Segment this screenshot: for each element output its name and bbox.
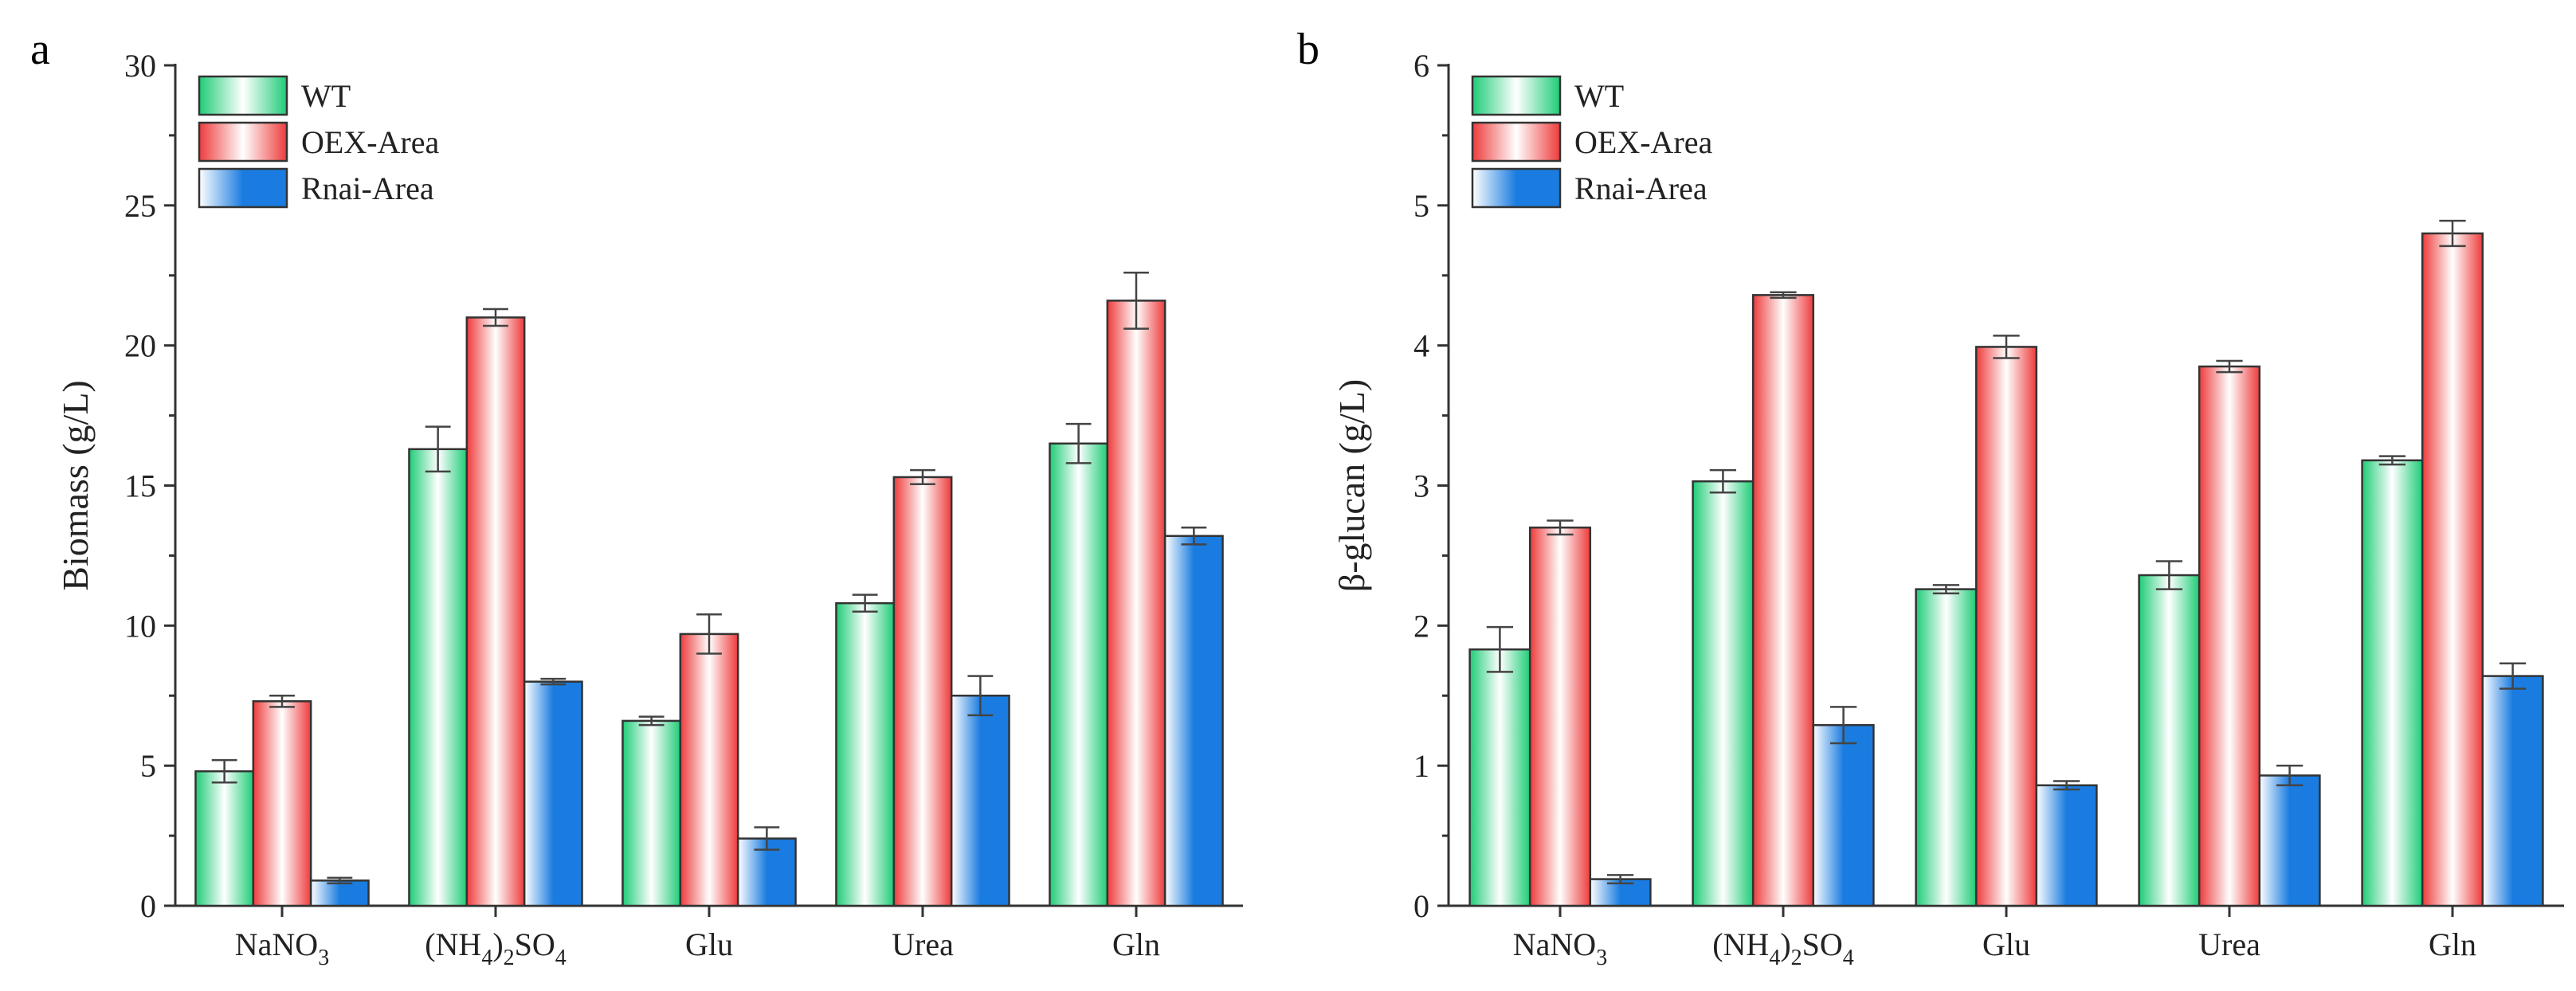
y-tick-label: 30 [124,48,156,84]
bar-wt-nhso [408,448,469,907]
bar-oex-area-glu [1974,346,2038,907]
label-part: Urea [2198,926,2260,962]
bar-wt-urea [2138,574,2201,907]
subscript: 4 [1769,946,1780,970]
legend-label-rnai-area: Rnai-Area [1574,170,1708,206]
y-tick-label: 15 [124,468,156,504]
label-part: Glu [1982,926,2030,962]
label-part: Gln [1112,926,1160,962]
x-tick-label-nano: NaNO3 [1513,926,1607,970]
legend-swatch-oex-area [1471,121,1562,163]
bar-rnai-area-nhso [1812,723,1875,907]
label-part: NaNO [1513,926,1596,962]
x-tick-label-nhso: (NH4)2SO4 [425,926,567,970]
legend-label-wt: WT [1574,78,1624,114]
bar-oex-area-urea [2198,365,2261,907]
legend: WT OEX-Area Rnai-Area [198,75,439,209]
legend-swatch-rnai-area [198,167,288,209]
x-tick-label-nhso: (NH4)2SO4 [1712,926,1854,970]
legend-swatch-rnai-area [1471,167,1562,209]
bar-oex-area-nano [1528,527,1592,907]
bar-rnai-area-nhso [523,680,583,907]
label-part: ) [1780,926,1790,962]
bar-wt-glu [621,719,682,907]
x-tick-label-urea: Urea [892,926,954,962]
bar-rnai-area-gln [2481,675,2544,907]
bar-oex-area-gln [1106,300,1166,907]
x-tick-label-gln: Gln [2429,926,2476,962]
subscript: 3 [318,946,329,970]
legend-label-oex-area: OEX-Area [1574,124,1712,160]
label-part: ) [492,926,503,962]
bar-wt-gln [1049,442,1109,907]
y-tick-label: 5 [1413,188,1429,224]
x-tick-label-urea: Urea [2198,926,2260,962]
label-part: Gln [2429,926,2476,962]
bar-wt-nano [1468,648,1531,907]
subscript: 2 [1791,946,1802,970]
legend-swatch-wt [198,75,288,116]
bar-rnai-area-nano [309,879,370,907]
y-tick-label: 1 [1413,748,1429,784]
subscript: 4 [481,946,492,970]
bar-wt-nano [194,770,255,907]
legend-swatch-oex-area [198,121,288,163]
legend: WT OEX-Area Rnai-Area [1471,75,1712,209]
bar-oex-area-nhso [465,316,526,907]
y-tick-label: 5 [140,748,156,784]
bar-rnai-area-gln [1163,535,1224,907]
bar-rnai-area-urea [950,695,1010,907]
legend-label-rnai-area: Rnai-Area [301,170,434,206]
bar-oex-area-urea [892,476,953,907]
x-tick-label-glu: Glu [685,926,733,962]
bar-oex-area-glu [679,633,739,907]
y-tick-label: 2 [1413,608,1429,644]
y-axis-title: β-glucan (g/L) [1331,379,1372,592]
legend-swatch-wt [1471,75,1562,116]
label-part: Glu [685,926,733,962]
subscript: 2 [504,946,515,970]
bar-wt-urea [835,601,896,907]
x-tick-label-gln: Gln [1112,926,1160,962]
x-tick-label-glu: Glu [1982,926,2030,962]
y-tick-label: 0 [140,888,156,924]
bar-wt-gln [2361,459,2424,907]
subscript: 4 [1843,946,1854,970]
label-part: Urea [892,926,954,962]
y-tick-label: 25 [124,188,156,224]
label-part: (NH [1712,926,1769,962]
label-part: NaNO [235,926,318,962]
panel-label: a [30,25,50,74]
y-tick-label: 6 [1413,48,1429,84]
y-tick-label: 4 [1413,328,1429,364]
y-axis-title: Biomass (g/L) [55,380,96,590]
legend-label-oex-area: OEX-Area [301,124,439,160]
bar-wt-glu [1915,588,1978,907]
bar-oex-area-nhso [1751,294,1815,907]
y-tick-label: 10 [124,608,156,644]
bar-rnai-area-glu [2035,784,2098,907]
y-tick-label: 20 [124,328,156,364]
y-tick-label: 3 [1413,468,1429,504]
label-part: SO [1802,926,1843,962]
subscript: 3 [1596,946,1607,970]
bar-rnai-area-urea [2258,774,2321,907]
panel-label: b [1297,25,1319,74]
bar-wt-nhso [1692,480,1755,907]
label-part: (NH [425,926,481,962]
legend-label-wt: WT [301,78,351,114]
y-tick-label: 0 [1413,888,1429,924]
bar-oex-area-gln [2421,232,2484,907]
label-part: SO [515,926,555,962]
subscript: 4 [555,946,567,970]
x-tick-label-nano: NaNO3 [235,926,329,970]
bar-oex-area-nano [252,700,312,907]
